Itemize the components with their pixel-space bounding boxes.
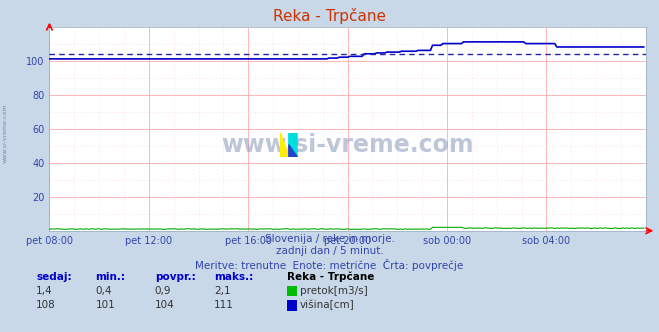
Text: višina[cm]: višina[cm] xyxy=(300,300,355,310)
Text: maks.:: maks.: xyxy=(214,272,254,282)
Text: povpr.:: povpr.: xyxy=(155,272,196,282)
Text: Reka - Trpčane: Reka - Trpčane xyxy=(273,8,386,24)
Text: 101: 101 xyxy=(96,300,115,310)
Text: zadnji dan / 5 minut.: zadnji dan / 5 minut. xyxy=(275,246,384,256)
Text: pretok[m3/s]: pretok[m3/s] xyxy=(300,286,368,296)
Text: 111: 111 xyxy=(214,300,234,310)
Text: Meritve: trenutne  Enote: metrične  Črta: povprečje: Meritve: trenutne Enote: metrične Črta: … xyxy=(195,259,464,271)
Text: www.si-vreme.com: www.si-vreme.com xyxy=(221,133,474,157)
Text: 0,9: 0,9 xyxy=(155,286,171,296)
Text: Slovenija / reke in morje.: Slovenija / reke in morje. xyxy=(264,234,395,244)
Text: min.:: min.: xyxy=(96,272,126,282)
Text: 2,1: 2,1 xyxy=(214,286,231,296)
Text: Reka - Trpčane: Reka - Trpčane xyxy=(287,271,374,282)
Text: 0,4: 0,4 xyxy=(96,286,112,296)
Text: 1,4: 1,4 xyxy=(36,286,53,296)
Text: 104: 104 xyxy=(155,300,175,310)
Text: sedaj:: sedaj: xyxy=(36,272,72,282)
Text: www.si-vreme.com: www.si-vreme.com xyxy=(3,103,8,163)
Text: 108: 108 xyxy=(36,300,56,310)
